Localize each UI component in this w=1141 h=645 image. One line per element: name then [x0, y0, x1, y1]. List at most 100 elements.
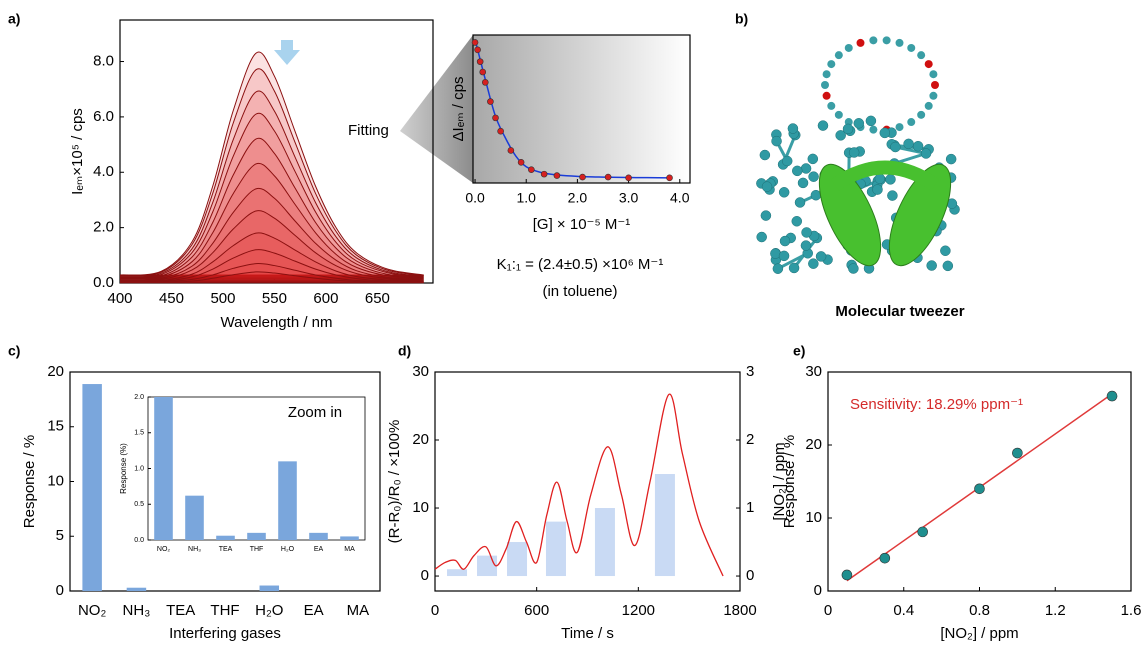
data-point [482, 79, 488, 85]
x-tick-label: 400 [107, 290, 132, 307]
atom [946, 154, 956, 164]
atom [816, 251, 826, 261]
atom [921, 149, 931, 159]
inset-x-tick-label: NH₃ [188, 546, 201, 553]
x-tick-label: EA [304, 602, 324, 619]
data-point [541, 171, 547, 177]
x-tick-label: 1.2 [1045, 602, 1066, 619]
bar [595, 508, 615, 576]
annotation: Sensitivity: 18.29% ppm⁻¹ [850, 396, 1023, 413]
atom [943, 261, 953, 271]
atom [808, 259, 818, 269]
y-axis-title: (R-R₀)/R₀ / ×100% [386, 420, 403, 544]
atom [835, 51, 843, 59]
caption: Molecular tweezer [835, 303, 964, 320]
inset-y-axis-title: Response (%) [119, 443, 128, 494]
atom [869, 126, 877, 134]
data-point [518, 159, 524, 165]
atom [887, 191, 897, 201]
response-line [435, 394, 723, 576]
y2-tick-label: 0 [746, 567, 754, 584]
inset-bar [247, 533, 266, 540]
atom [798, 178, 808, 188]
data-point [880, 553, 890, 563]
x-tick-label: 1.6 [1121, 602, 1141, 619]
atom [773, 264, 783, 274]
inset-x-tick-label: TEA [219, 546, 233, 553]
bar [127, 588, 146, 591]
y-tick-label: 2.0 [93, 219, 114, 236]
data-point [580, 174, 586, 180]
atom [821, 81, 829, 89]
x-tick-label: 3.0 [619, 190, 639, 206]
inset-x-tick-label: NO₂ [157, 546, 171, 553]
atom [760, 150, 770, 160]
molecule-image [756, 36, 963, 274]
x-tick-label: 600 [313, 290, 338, 307]
y-tick-label: 15 [47, 418, 64, 435]
data-point [842, 570, 852, 580]
bar [507, 542, 527, 576]
inset-background [473, 35, 690, 183]
y-axis-title: ΔIₑₘ / cps [450, 77, 467, 142]
y-tick-label: 5 [56, 527, 64, 544]
inset-y-tick-label: 0.0 [134, 537, 144, 544]
atom [792, 216, 802, 226]
inset-y-tick-label: 1.0 [134, 465, 144, 472]
atom [835, 111, 843, 119]
data-point [918, 527, 928, 537]
atom [872, 185, 882, 195]
atom [757, 232, 767, 242]
atom [925, 102, 933, 110]
inset-y-tick-label: 0.5 [134, 501, 144, 508]
y-tick-label: 10 [47, 472, 64, 489]
bar [546, 522, 566, 576]
y-tick-label: 0.0 [93, 274, 114, 291]
x-tick-label: 1200 [622, 602, 655, 619]
atom [823, 70, 831, 78]
data-point [480, 69, 486, 75]
atom [904, 139, 914, 149]
x-tick-label: 2.0 [568, 190, 588, 206]
panel-label: d) [398, 343, 411, 359]
panel-label: c) [8, 343, 20, 359]
x-tick-label: 600 [524, 602, 549, 619]
panel-label: b) [735, 11, 748, 27]
y-tick-label: 30 [805, 363, 822, 380]
atom [890, 142, 900, 152]
x-tick-label: 4.0 [670, 190, 690, 206]
inset-bar [340, 536, 359, 540]
x-tick-label: 550 [262, 290, 287, 307]
x-tick-label: 450 [159, 290, 184, 307]
inset-y-tick-label: 2.0 [134, 394, 144, 401]
data-point [508, 147, 514, 153]
atom [925, 60, 933, 68]
atom [913, 141, 923, 151]
inset-x-tick-label: EA [314, 546, 324, 553]
x-tick-label: THF [210, 602, 239, 619]
data-point [477, 59, 483, 65]
y-tick-label: 6.0 [93, 108, 114, 125]
bar [655, 474, 675, 576]
y-tick-label: 4.0 [93, 163, 114, 180]
inset-y-tick-label: 1.5 [134, 430, 144, 437]
x-tick-label: 0.4 [893, 602, 914, 619]
figure: a) b) c) d) e) Fitting K₁:₁ = (2.4±0.5) … [0, 0, 1141, 645]
y-tick-label: 10 [805, 509, 822, 526]
atom [866, 116, 876, 126]
x-tick-label: 0.0 [465, 190, 485, 206]
atom [917, 111, 925, 119]
x-axis-title: [G] × 10⁻⁵ M⁻¹ [533, 216, 631, 233]
bar [260, 586, 279, 591]
x-axis-title: Wavelength / nm [221, 314, 333, 331]
atom [795, 197, 805, 207]
inset-bar [216, 536, 235, 540]
atom [827, 102, 835, 110]
decrease-arrow [274, 40, 300, 65]
data-point [667, 175, 673, 181]
atom [929, 92, 937, 100]
atom [907, 118, 915, 126]
inset-x-tick-label: MA [344, 546, 355, 553]
y-axis-title: Response / % [781, 435, 798, 528]
atom [780, 236, 790, 246]
